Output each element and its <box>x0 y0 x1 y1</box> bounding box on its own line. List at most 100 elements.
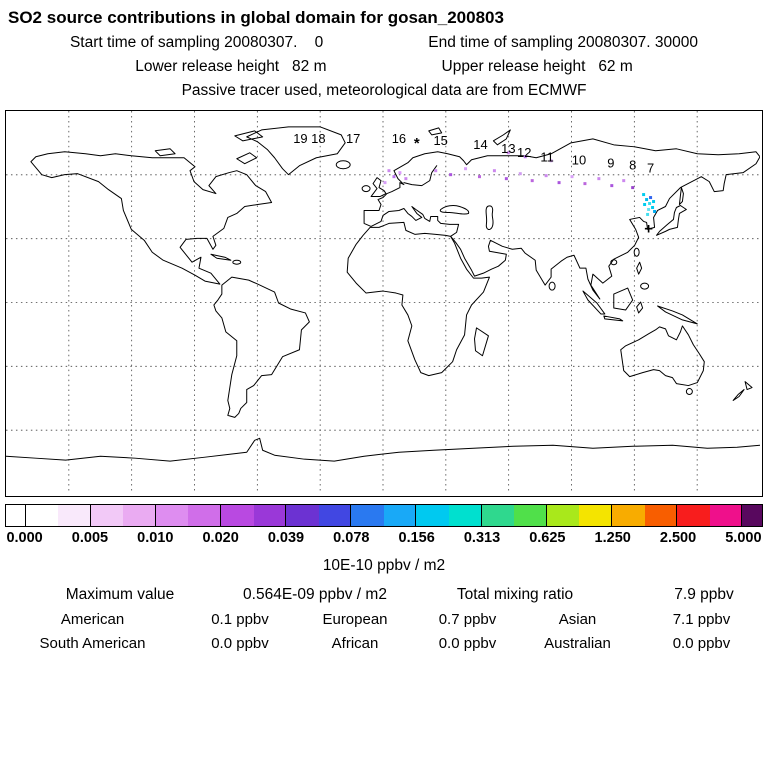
tracer-dot <box>597 177 601 181</box>
world-map-svg: 19 18 17 16 15 14 13 12 11 10 9 8 7 * + <box>6 111 760 494</box>
max-value-label: Maximum value <box>65 586 175 603</box>
colorbar-tick-label: 0.039 <box>267 530 305 546</box>
colorbar-segment <box>611 505 645 526</box>
american-value: 0.1 ppbv <box>211 611 269 628</box>
colorbar-segment <box>416 505 450 526</box>
trajectory-day-label: 13 <box>501 141 515 156</box>
colorbar-segment <box>318 505 352 526</box>
tracer-dot <box>642 193 646 197</box>
coast-japan <box>656 205 687 236</box>
colorbar-segment <box>383 505 417 526</box>
tracer-dot <box>645 198 649 202</box>
colorbar-segment <box>221 505 254 526</box>
colorbar-tick-label: 0.005 <box>71 530 109 546</box>
colorbar-ticks: 0.000 0.005 0.010 0.020 0.039 0.078 0.156 0.313… <box>5 530 763 548</box>
asian-value: 7.1 ppbv <box>672 611 731 628</box>
coast-philippines <box>636 261 643 275</box>
colorbar-segment <box>25 505 59 526</box>
tracer-note-text: Passive tracer used, meteorological data… <box>181 82 587 99</box>
coast-africa <box>346 221 490 377</box>
colorbar-tick-label: 0.000 <box>6 530 43 546</box>
colorbar-segment <box>677 505 710 526</box>
coast-tasmania <box>685 388 693 396</box>
colorbar-segment <box>449 505 482 526</box>
colorbar-segment <box>514 505 547 526</box>
colorbar-segment <box>123 505 156 526</box>
contribution-row-1: American 0.1 ppbv European 0.7 ppbv Asia… <box>0 611 768 628</box>
tracer-dot <box>492 169 496 173</box>
sampling-time-line: Start time of sampling 20080307. 0 End t… <box>0 34 768 52</box>
colorbar-tick-label: 0.078 <box>333 530 370 546</box>
coast-sumatra <box>582 290 606 315</box>
coast-borneo <box>613 287 634 311</box>
colorbar-tick-label: 1.250 <box>594 530 631 546</box>
receptor-marker: + <box>644 220 653 237</box>
upper-release-text: Upper release height 62 m <box>441 58 633 75</box>
tracer-dot <box>434 169 438 173</box>
tracer-dot <box>506 151 510 155</box>
coast-new-zealand <box>744 381 753 391</box>
tracer-dot <box>647 207 651 211</box>
coast-antarctica <box>6 437 760 462</box>
tracer-dot <box>646 212 650 216</box>
trajectory-day-label: 9 <box>607 156 614 171</box>
coast-eurasia <box>363 138 760 300</box>
coast-britain <box>370 177 387 198</box>
trajectory-day-label: 10 <box>572 153 586 168</box>
trajectory-day-label: 18 <box>311 131 325 146</box>
coast-java <box>603 315 624 322</box>
colorbar-segment <box>286 505 319 526</box>
tracer-dot <box>583 182 587 186</box>
tracer-dot <box>643 203 647 207</box>
tracer-dot <box>652 200 656 204</box>
african-value: 0.0 ppbv <box>438 635 497 652</box>
latlon-grid <box>6 111 760 494</box>
tracer-dot <box>544 174 548 178</box>
coast-greenland <box>246 126 346 176</box>
australian-value: 0.0 ppbv <box>672 635 731 652</box>
tracer-dot <box>523 155 527 159</box>
colorbar-segment <box>253 505 287 526</box>
caspian-sea <box>485 205 494 230</box>
plot-title: SO2 source contributions in global domai… <box>8 8 504 27</box>
tracer-dot <box>392 175 396 179</box>
black-sea <box>439 205 470 215</box>
tracer-dot <box>477 175 481 179</box>
tracer-dot <box>649 196 653 200</box>
stats-summary-row: Maximum value 0.564E-09 ppbv / m2 Total … <box>0 586 768 604</box>
start-marker: * <box>414 135 420 152</box>
tracer-dot <box>449 173 453 177</box>
tracer-dot <box>518 172 522 176</box>
coast-iceland <box>335 160 351 170</box>
tracer-dot <box>504 177 508 181</box>
tracer-dot <box>651 206 655 209</box>
colorbar-segment <box>155 505 189 526</box>
trajectory-day-label: 11 <box>540 150 553 165</box>
world-map-frame: 19 18 17 16 15 14 13 12 11 10 9 8 7 * + <box>5 110 763 497</box>
tracer-dot <box>549 159 553 163</box>
coastlines <box>6 126 760 462</box>
colorbar-segment <box>644 505 678 526</box>
total-mixing-ratio-label: Total mixing ratio <box>456 586 574 603</box>
colorbar-segment <box>579 505 612 526</box>
trajectory-day-label: 16 <box>392 131 406 146</box>
trajectory-day-label: 15 <box>434 133 448 148</box>
coast-new-guinea <box>657 305 698 325</box>
tracer-dot <box>464 167 468 171</box>
contribution-row-2: South American 0.0 ppbv African 0.0 ppbv… <box>0 635 768 652</box>
colorbar-tick-label: 0.010 <box>137 530 174 546</box>
colorbar-segment <box>546 505 580 526</box>
colorbar-segment <box>351 505 384 526</box>
coast-taiwan <box>633 247 640 257</box>
tracer-dot <box>557 181 561 185</box>
african-label: African <box>331 635 379 652</box>
end-time-text: End time of sampling 20080307. 30000 <box>428 34 699 51</box>
release-height-line: Lower release height 82 m Upper release … <box>0 58 768 76</box>
south-american-label: South American <box>39 635 146 652</box>
coast-sri-lanka <box>548 281 556 291</box>
trajectory-day-label: 17 <box>346 131 360 146</box>
colorbar-tick-label: 2.500 <box>659 530 697 546</box>
european-label: European <box>322 611 388 628</box>
trajectory-labels-layer: 19 18 17 16 15 14 13 12 11 10 9 8 7 * + <box>293 131 654 238</box>
